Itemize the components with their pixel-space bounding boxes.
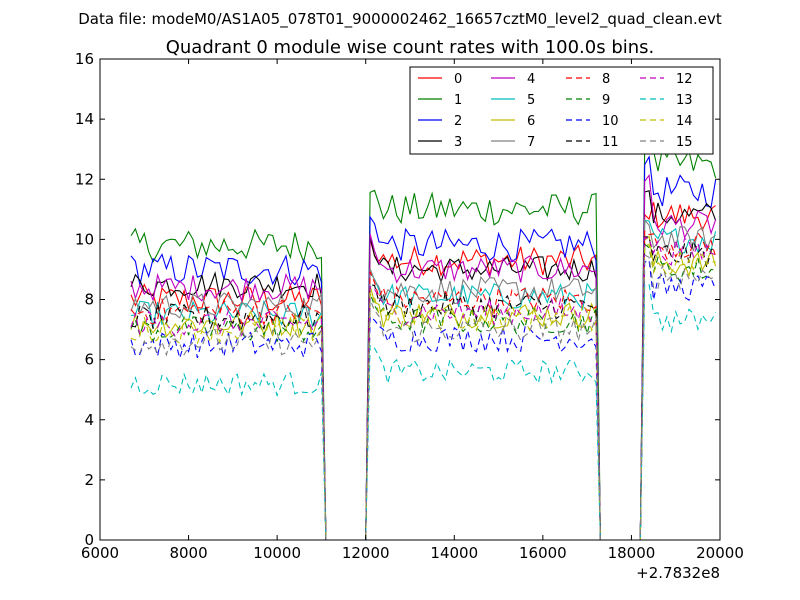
legend-label-6: 6 [527, 114, 535, 129]
chart-title: Quadrant 0 module wise count rates with … [166, 37, 655, 58]
series-layer [130, 143, 717, 541]
ticks-layer: 6000 8000 10000 12000 14000 16000 18000 20000 0 2… [75, 50, 744, 562]
legend-label-2: 2 [454, 114, 462, 129]
x-tick-label: 6000 [81, 544, 119, 562]
legend-label-12: 12 [676, 72, 693, 87]
x-tick-label: 16000 [519, 544, 567, 562]
legend-label-3: 3 [454, 135, 462, 150]
legend-label-15: 15 [676, 135, 693, 150]
series-line-4 [130, 173, 717, 541]
x-tick-label: 18000 [608, 544, 656, 562]
series-line-8 [130, 230, 717, 541]
y-tick-label: 0 [84, 531, 94, 549]
y-tick-label: 4 [84, 411, 94, 429]
legend-label-8: 8 [602, 72, 610, 87]
legend-label-14: 14 [676, 114, 693, 129]
y-tick-label: 8 [84, 291, 94, 309]
legend-label-4: 4 [527, 72, 535, 87]
legend-box [409, 66, 714, 155]
x-tick-label: 12000 [342, 544, 390, 562]
legend-label-7: 7 [527, 135, 535, 150]
legend-label-11: 11 [602, 135, 619, 150]
series-line-12 [130, 236, 716, 541]
x-tick-label: 20000 [696, 544, 744, 562]
series-line-11 [130, 236, 716, 541]
legend-label-9: 9 [602, 93, 610, 108]
series-line-3 [130, 189, 717, 541]
y-tick-label: 14 [75, 110, 94, 128]
suptitle: Data file: modeM0/AS1A05_078T01_90000024… [78, 10, 722, 29]
y-tick-label: 16 [75, 50, 94, 68]
y-tick-label: 10 [75, 230, 94, 248]
series-line-0 [130, 202, 716, 541]
series-line-2 [130, 155, 717, 541]
y-tick-label: 2 [84, 471, 94, 489]
y-tick-label: 6 [84, 351, 94, 369]
legend-label-10: 10 [602, 114, 619, 129]
x-offset-label: +2.7832e8 [636, 564, 720, 582]
legend-label-0: 0 [454, 72, 462, 87]
legend-label-5: 5 [527, 93, 535, 108]
series-line-13 [130, 283, 717, 541]
x-tick-label: 8000 [169, 544, 207, 562]
x-tick-label: 14000 [430, 544, 478, 562]
series-line-6 [130, 235, 717, 541]
y-tick-label: 12 [75, 170, 94, 188]
legend-label-1: 1 [454, 93, 462, 108]
x-tick-label: 10000 [253, 544, 301, 562]
legend-label-13: 13 [676, 93, 693, 108]
